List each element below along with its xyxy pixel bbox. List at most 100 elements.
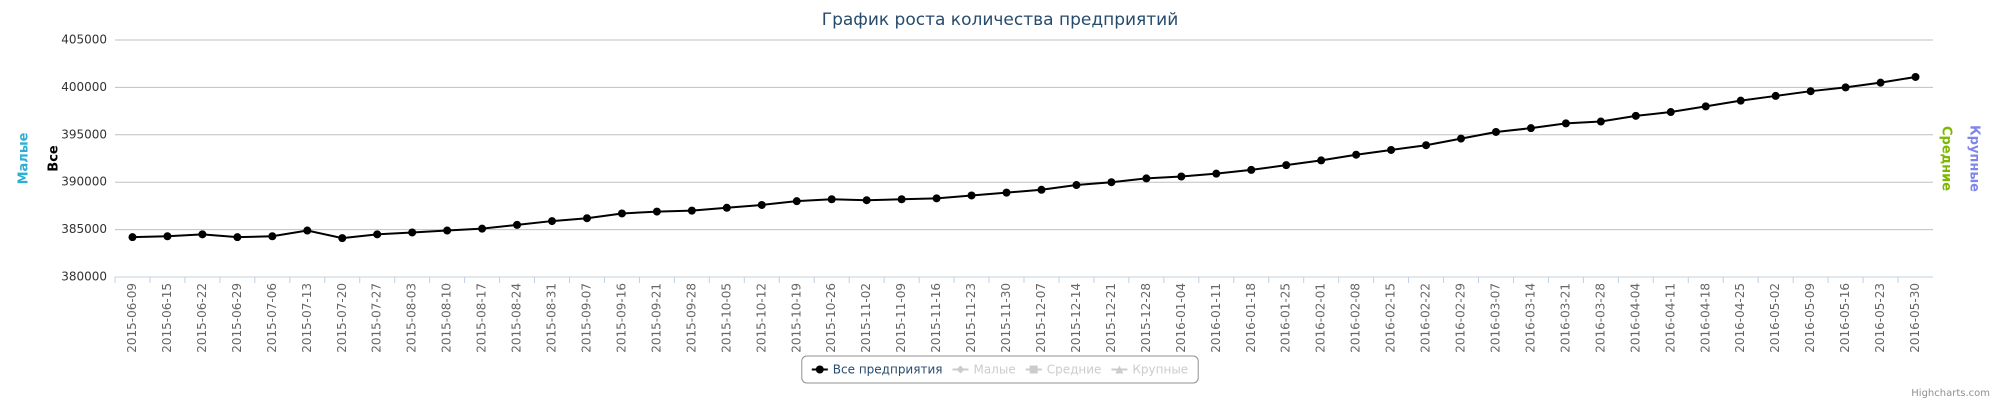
- x-tick-label: 2016-05-02: [1768, 283, 1782, 353]
- point: [128, 233, 137, 242]
- point: [513, 220, 522, 229]
- y-tick-label: 390000: [61, 175, 107, 189]
- point: [827, 195, 836, 204]
- point: [1911, 72, 1920, 81]
- x-tick-label: 2016-02-08: [1349, 283, 1363, 353]
- point: [792, 197, 801, 206]
- x-tick-label: 2016-02-22: [1419, 283, 1433, 353]
- point: [1457, 134, 1466, 143]
- x-tick-label: 2016-01-25: [1279, 283, 1293, 353]
- x-tick-label: 2015-08-17: [475, 283, 489, 353]
- point: [338, 234, 347, 243]
- credits[interactable]: Highcharts.com: [1911, 388, 1990, 399]
- series-line: [132, 75, 1916, 240]
- point: [198, 230, 207, 239]
- point: [652, 207, 661, 216]
- x-tick-label: 2016-05-30: [1908, 283, 1922, 353]
- x-tick-label: 2015-09-21: [649, 283, 663, 353]
- point: [1491, 127, 1500, 136]
- x-tick-label: 2016-03-28: [1593, 283, 1607, 353]
- point: [478, 224, 487, 233]
- point: [1422, 141, 1431, 150]
- legend-label: Крупные: [1132, 363, 1188, 377]
- x-tick-label: 2015-11-09: [894, 283, 908, 353]
- point: [582, 214, 591, 223]
- legend-item[interactable]: Все предприятия: [811, 363, 943, 377]
- point: [1002, 188, 1011, 197]
- point: [1317, 156, 1326, 165]
- y-tick-label: 380000: [61, 270, 107, 284]
- x-tick-label: 2016-01-04: [1174, 283, 1188, 353]
- point: [1037, 185, 1046, 194]
- x-tick-label: 2016-02-15: [1384, 283, 1398, 353]
- x-tick-label: 2016-02-01: [1314, 283, 1328, 353]
- x-tick-label: 2016-04-25: [1733, 283, 1747, 353]
- x-tick-label: 2015-12-21: [1104, 283, 1118, 353]
- x-tick-label: 2015-08-03: [405, 283, 419, 353]
- x-tick-label: 2015-10-26: [824, 283, 838, 353]
- point: [757, 200, 766, 209]
- x-tick-label: 2015-08-24: [510, 283, 524, 353]
- x-tick-label: 2015-10-12: [754, 283, 768, 353]
- y-tick-label: 405000: [61, 33, 107, 47]
- legend-item[interactable]: Малые: [952, 363, 1016, 377]
- y-tick-label: 395000: [61, 127, 107, 141]
- point: [687, 206, 696, 215]
- point: [1212, 169, 1221, 178]
- x-tick-label: 2015-10-05: [719, 283, 733, 353]
- x-tick-label: 2016-05-09: [1803, 283, 1817, 353]
- point: [268, 232, 277, 241]
- legend-label: Средние: [1047, 363, 1102, 377]
- x-tick-label: 2015-07-20: [335, 283, 349, 353]
- x-tick-label: 2015-12-28: [1139, 283, 1153, 353]
- point: [1596, 117, 1605, 126]
- x-tick-label: 2015-10-19: [789, 283, 803, 353]
- x-tick-label: 2015-07-13: [300, 283, 314, 353]
- x-tick-label: 2016-04-11: [1663, 283, 1677, 353]
- point: [1282, 161, 1291, 170]
- point: [1387, 145, 1396, 154]
- point: [1666, 108, 1675, 117]
- point: [1876, 78, 1885, 87]
- x-tick-label: 2015-08-31: [545, 283, 559, 353]
- x-tick-label: 2016-02-29: [1454, 283, 1468, 353]
- y-tick-label: 385000: [61, 222, 107, 236]
- point: [1771, 91, 1780, 100]
- point: [1107, 178, 1116, 187]
- x-tick-label: 2015-06-22: [195, 283, 209, 353]
- x-tick-label: 2015-06-09: [125, 283, 139, 353]
- point: [967, 191, 976, 200]
- point: [862, 196, 871, 205]
- legend-label: Малые: [973, 363, 1015, 377]
- point: [373, 230, 382, 239]
- y-tick-label: 400000: [61, 80, 107, 94]
- legend-symbol: [1115, 365, 1124, 374]
- legend-item[interactable]: Крупные: [1111, 363, 1188, 377]
- point: [443, 226, 452, 235]
- x-tick-label: 2015-11-30: [999, 283, 1013, 353]
- point: [163, 232, 172, 241]
- point: [1072, 181, 1081, 190]
- x-tick-label: 2015-11-02: [859, 283, 873, 353]
- point: [1806, 87, 1815, 96]
- point: [932, 194, 941, 203]
- point: [233, 233, 242, 242]
- x-tick-label: 2015-12-07: [1034, 283, 1048, 353]
- legend-symbol: [956, 365, 965, 374]
- point: [303, 226, 312, 235]
- x-tick-label: 2016-01-18: [1244, 283, 1258, 353]
- x-tick-label: 2015-09-28: [684, 283, 698, 353]
- x-tick-label: 2015-08-10: [440, 283, 454, 353]
- x-tick-label: 2016-03-21: [1558, 283, 1572, 353]
- x-tick-label: 2015-07-27: [370, 283, 384, 353]
- point: [1631, 111, 1640, 120]
- x-tick-label: 2016-01-11: [1209, 283, 1223, 353]
- legend-item[interactable]: Средние: [1025, 363, 1102, 377]
- y-axis-title: Все: [47, 145, 62, 172]
- x-tick-label: 2016-04-18: [1698, 283, 1712, 353]
- point: [1247, 165, 1256, 174]
- legend: Все предприятия Малые Средние Крупные: [801, 355, 1199, 384]
- point: [548, 217, 557, 226]
- point: [1142, 174, 1151, 183]
- x-tick-label: 2015-12-14: [1069, 283, 1083, 353]
